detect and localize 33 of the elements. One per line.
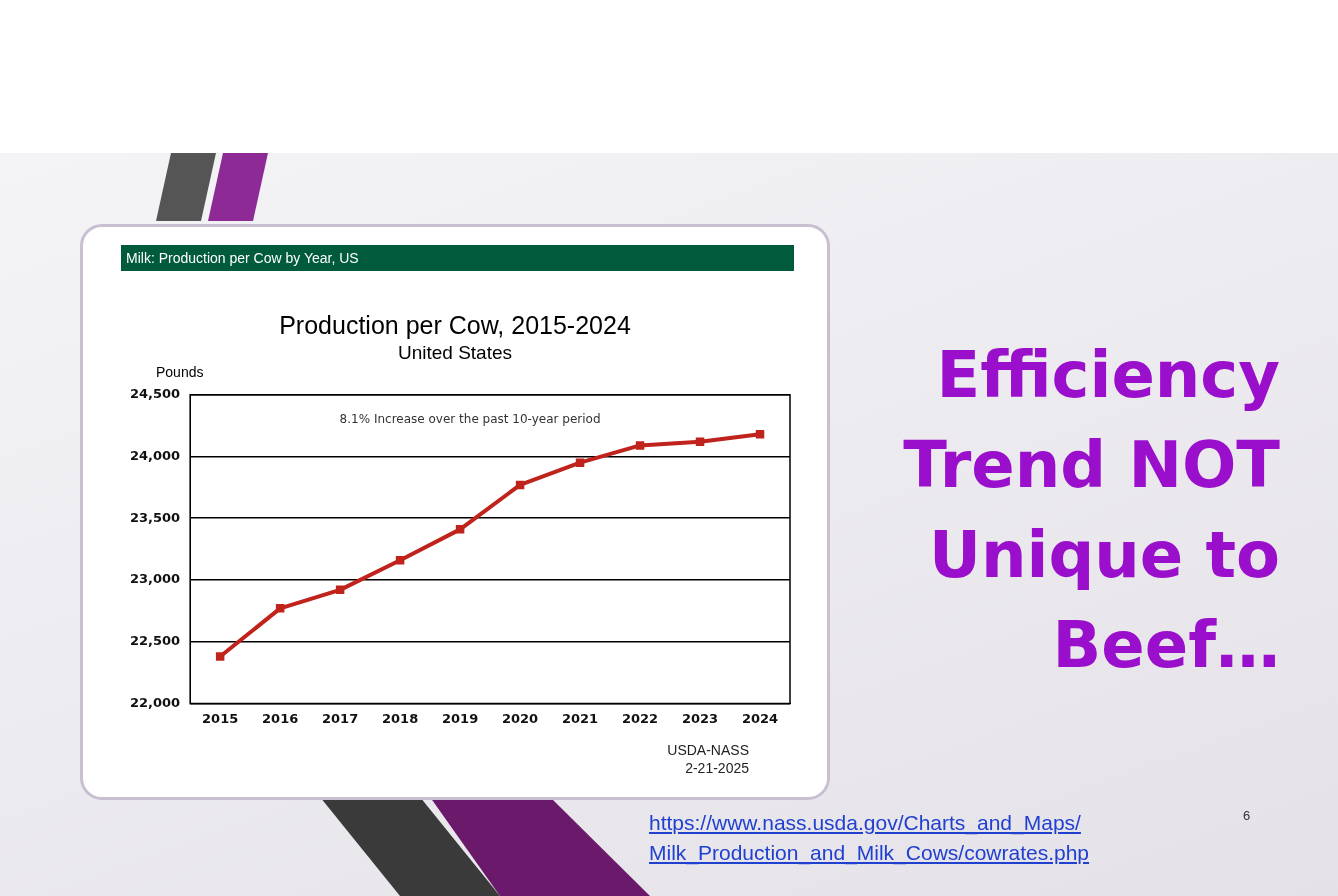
y-tick-label: 24,500 xyxy=(129,386,181,402)
text: https://www.nass.usda.gov/Charts_and_Maps/ Milk_Production_and_Milk_Cows/cowrates.php xyxy=(649,810,1091,867)
y-tick-label: 23,500 xyxy=(129,509,181,525)
point xyxy=(215,652,225,661)
x-tick-label: 2015 xyxy=(202,710,239,726)
x-tick-label: 2020 xyxy=(501,710,539,726)
y-tick-label: 23,000 xyxy=(129,571,181,587)
point xyxy=(755,430,765,439)
chart-subtitle: United States xyxy=(397,341,513,363)
point xyxy=(455,525,465,534)
text: 6 xyxy=(1243,808,1251,823)
text: USDA-NASS xyxy=(666,742,749,758)
x-tick-label: 2024 xyxy=(741,710,779,726)
y-tick-label: 22,500 xyxy=(129,633,181,649)
x-tick-label: 2016 xyxy=(262,710,299,726)
chart-title: Production per Cow, 2015-2024 xyxy=(279,310,631,339)
y-tick-label: 22,000 xyxy=(129,694,181,710)
point xyxy=(695,437,705,446)
text: Milk: Production per Cow by Year, US xyxy=(121,245,794,271)
y-axis-title: Pounds xyxy=(156,363,204,380)
x-tick-label: 2023 xyxy=(681,710,719,726)
x-tick-label: 2018 xyxy=(382,710,419,726)
y-tick-label: 24,000 xyxy=(129,447,181,463)
text: 2-21-2025 xyxy=(684,760,749,776)
point xyxy=(575,458,585,467)
x-tick-label: 2019 xyxy=(442,710,479,726)
x-tick-label: 2022 xyxy=(621,710,659,726)
point xyxy=(275,604,285,613)
point xyxy=(635,441,645,450)
x-tick-label: 2017 xyxy=(322,710,359,726)
annotation: 8.1% Increase over the past 10-year period xyxy=(339,411,601,426)
x-tick-label: 2021 xyxy=(561,710,599,726)
text: Efficiency Trend NOT Unique to Beef… xyxy=(902,337,1280,684)
